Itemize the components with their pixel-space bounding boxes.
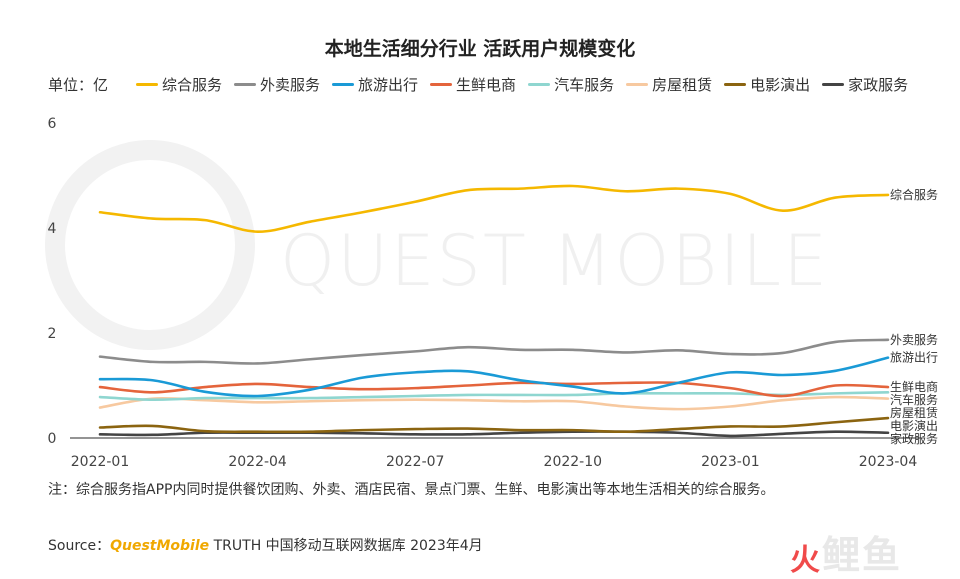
x-tick-label: 2022-04 [228,454,287,470]
series-line [98,416,890,434]
logo-text: 鲤鱼 [822,533,903,577]
legend-label: 房屋租赁 [652,76,713,94]
x-tick-label: 2022-07 [386,454,445,470]
x-tick-label: 2023-04 [859,454,918,470]
legend-label: 汽车服务 [554,76,615,94]
legend-label: 生鲜电商 [456,76,517,94]
series-line [98,338,890,365]
x-tick-label: 2022-01 [71,454,130,470]
series-line [98,395,890,411]
legend-swatch [136,83,158,86]
y-tick-label: 2 [48,326,57,342]
legend-label: 家政服务 [848,76,909,94]
series-end-label: 外卖服务 [890,332,938,347]
legend-label: 综合服务 [162,76,223,94]
legend-item: 综合服务 [136,74,222,95]
series-line [98,184,890,233]
series-end-label: 综合服务 [890,187,938,202]
brand-logo: 火 鲤鱼 [790,524,902,579]
series-line [98,356,890,398]
legend-swatch [528,83,551,86]
legend-item: 生鲜电商 [430,74,516,95]
legend-item: 汽车服务 [528,74,614,95]
legend-label: 电影演出 [750,76,811,94]
series-end-label: 汽车服务 [890,392,938,407]
source-prefix: Source： [48,538,111,554]
source-brand: QuestMobile [110,538,210,554]
legend-label: 旅游出行 [358,76,419,94]
series-end-label: 生鲜电商 [890,379,938,394]
legend-item: 电影演出 [724,74,810,95]
legend-swatch [430,83,453,86]
x-tick-label: 2023-01 [701,454,760,470]
x-tick-label: 2022-10 [544,454,603,470]
legend-item: 房屋租赁 [626,74,712,95]
legend-item: 家政服务 [822,74,908,95]
source-line: Source：QuestMobile TRUTH 中国移动互联网数据库 2023… [48,535,483,555]
footnote: 注：综合服务指APP内同时提供餐饮团购、外卖、酒店民宿、景点门票、生鲜、电影演出… [48,482,775,498]
chart-title: 本地生活细分行业 活跃用户规模变化 [324,38,636,60]
legend-swatch [332,83,355,86]
series-line [98,381,890,398]
y-tick-label: 4 [48,221,57,237]
y-tick-label: 0 [48,431,57,447]
legend-swatch [626,83,649,86]
axes: 0 2 4 6 2022-01 2022-04 2022-07 2022-10 2023-01 2… [48,116,920,470]
y-tick-label: 6 [48,116,57,132]
series-layer [98,184,890,438]
legend-swatch [234,83,257,86]
watermark: QUEST MOBILE [45,140,829,350]
legend-item: 旅游出行 [332,74,418,95]
legend-label: 外卖服务 [260,76,321,94]
series-end-label: 房屋租赁 [890,405,938,420]
series-end-label: 旅游出行 [890,351,938,365]
watermark-text: QUEST MOBILE [280,220,829,302]
legend-swatch [724,83,747,86]
series-end-label: 家政服务 [890,431,938,446]
legend: 综合服务 外卖服务 旅游出行 生鲜电商 汽车服务 房屋租赁 电影演出 家政服务 [136,74,908,95]
logo-mark: 火 [790,543,820,578]
series-end-label: 电影演出 [890,418,938,433]
source-rest: TRUTH 中国移动互联网数据库 2023年4月 [213,538,483,554]
unit-label: 单位：亿 [48,76,109,94]
legend-swatch [822,83,845,86]
legend-item: 外卖服务 [234,74,320,95]
